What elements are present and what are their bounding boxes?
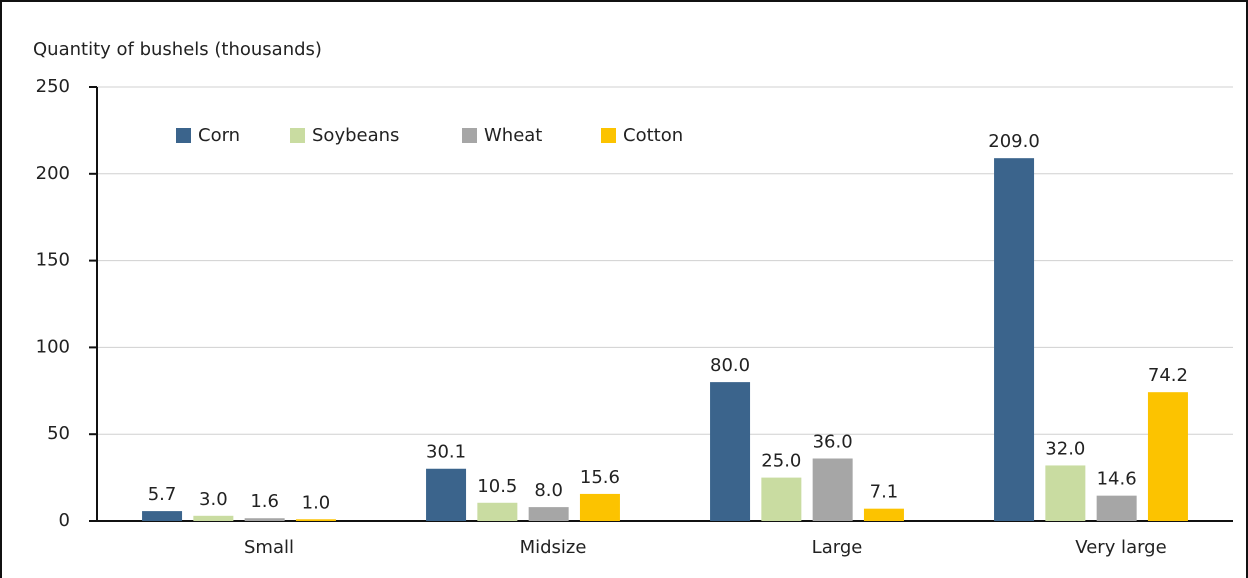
legend-label: Corn — [198, 125, 240, 146]
x-tick-label: Small — [244, 537, 294, 558]
bar — [1096, 495, 1137, 521]
y-tick-label: 150 — [36, 250, 70, 271]
y-tick-label: 200 — [36, 163, 70, 184]
y-tick-label: 0 — [59, 510, 70, 531]
bar — [812, 458, 853, 521]
bar — [761, 477, 802, 521]
bar — [710, 382, 751, 521]
data-label: 7.1 — [870, 482, 899, 503]
data-label: 36.0 — [813, 432, 853, 453]
bar — [1147, 392, 1188, 521]
legend-label: Wheat — [484, 125, 542, 146]
y-tick-label: 250 — [36, 76, 70, 97]
x-tick-label: Large — [812, 537, 863, 558]
data-label: 209.0 — [988, 131, 1040, 152]
data-label: 74.2 — [1148, 365, 1188, 386]
bar — [426, 468, 467, 521]
bar — [528, 507, 569, 521]
data-label: 3.0 — [199, 489, 228, 510]
data-label: 30.1 — [426, 442, 466, 463]
legend-swatch — [176, 128, 191, 143]
data-label: 10.5 — [477, 476, 517, 497]
data-label: 14.6 — [1097, 469, 1137, 490]
y-axis-label: Quantity of bushels (thousands) — [33, 39, 322, 60]
legend-label: Soybeans — [312, 125, 399, 146]
data-label: 1.0 — [302, 492, 331, 513]
legend-swatch — [290, 128, 305, 143]
data-label: 8.0 — [534, 480, 563, 501]
bar — [477, 502, 518, 521]
y-tick-label: 100 — [36, 336, 70, 357]
data-label: 25.0 — [761, 451, 801, 472]
legend-swatch — [601, 128, 616, 143]
legend-label: Cotton — [623, 125, 683, 146]
bar — [295, 519, 336, 521]
y-tick-label: 50 — [47, 423, 70, 444]
bar — [994, 158, 1035, 521]
data-label: 80.0 — [710, 355, 750, 376]
bar — [579, 493, 620, 521]
bar — [142, 511, 183, 521]
data-label: 15.6 — [580, 467, 620, 488]
bar — [193, 515, 234, 521]
data-label: 1.6 — [250, 491, 279, 512]
x-tick-label: Midsize — [520, 537, 587, 558]
data-label: 32.0 — [1045, 438, 1085, 459]
x-tick-label: Very large — [1075, 537, 1166, 558]
bar — [863, 508, 904, 521]
bar — [1045, 465, 1086, 521]
bar — [244, 518, 285, 521]
legend-swatch — [462, 128, 477, 143]
data-label: 5.7 — [148, 484, 177, 505]
